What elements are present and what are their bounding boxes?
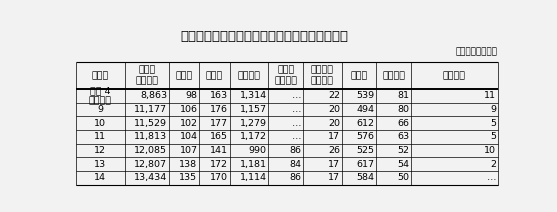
Text: 584: 584	[356, 173, 375, 182]
Text: 80: 80	[397, 105, 409, 114]
Text: 平成 4
会計年度: 平成 4 会計年度	[89, 86, 112, 106]
Text: 小学校: 小学校	[175, 71, 193, 80]
Text: 表２５　国立の高等専門学校等の授業料等収入: 表２５ 国立の高等専門学校等の授業料等収入	[180, 29, 348, 43]
Text: 170: 170	[210, 173, 228, 182]
Text: 10: 10	[94, 119, 106, 128]
Text: 107: 107	[179, 146, 198, 155]
Text: 176: 176	[210, 105, 228, 114]
Text: 9: 9	[490, 105, 496, 114]
Text: 50: 50	[397, 173, 409, 182]
Text: …: …	[292, 91, 301, 100]
Text: 5: 5	[490, 132, 496, 141]
Text: 中学校: 中学校	[206, 71, 223, 80]
Text: 11,813: 11,813	[134, 132, 167, 141]
Text: 幼稚園: 幼稚園	[350, 71, 368, 80]
Text: 81: 81	[397, 91, 409, 100]
Text: 576: 576	[356, 132, 375, 141]
Text: 1,314: 1,314	[240, 91, 267, 100]
Text: 102: 102	[179, 119, 198, 128]
Text: 中　等
教育学校: 中 等 教育学校	[274, 66, 297, 86]
Text: 12,807: 12,807	[134, 160, 167, 169]
Text: 525: 525	[356, 146, 375, 155]
Text: 14: 14	[94, 173, 106, 182]
Text: 11: 11	[484, 91, 496, 100]
Text: 17: 17	[328, 160, 340, 169]
Text: 617: 617	[356, 160, 375, 169]
Text: 141: 141	[210, 146, 228, 155]
Text: 1,114: 1,114	[240, 173, 267, 182]
Text: 54: 54	[397, 160, 409, 169]
Text: 22: 22	[328, 91, 340, 100]
Text: 20: 20	[328, 105, 340, 114]
Text: …: …	[292, 119, 301, 128]
Text: 84: 84	[289, 160, 301, 169]
Text: 26: 26	[328, 146, 340, 155]
Text: 17: 17	[328, 132, 340, 141]
Text: 10: 10	[484, 146, 496, 155]
Text: 各種学校: 各種学校	[443, 71, 466, 80]
Text: 専修学校: 専修学校	[382, 71, 405, 80]
Text: 11,177: 11,177	[134, 105, 167, 114]
Text: 86: 86	[289, 173, 301, 182]
Text: 98: 98	[185, 91, 198, 100]
Text: （単位　百万円）: （単位 百万円）	[456, 47, 498, 56]
Text: 盲・聾・
養護学校: 盲・聾・ 養護学校	[311, 66, 334, 86]
Text: 5: 5	[490, 119, 496, 128]
Text: 135: 135	[179, 173, 198, 182]
Text: 12: 12	[94, 146, 106, 155]
Text: 138: 138	[179, 160, 198, 169]
Text: 990: 990	[248, 146, 267, 155]
Text: 106: 106	[179, 105, 198, 114]
Text: 1,157: 1,157	[240, 105, 267, 114]
Text: 高　等
専門学校: 高 等 専門学校	[135, 66, 158, 86]
Text: 104: 104	[179, 132, 198, 141]
Text: …: …	[292, 105, 301, 114]
Text: 区　分: 区 分	[92, 71, 109, 80]
Text: 13: 13	[94, 160, 106, 169]
Text: 11: 11	[94, 132, 106, 141]
Text: 17: 17	[328, 173, 340, 182]
Text: 172: 172	[210, 160, 228, 169]
Text: …: …	[487, 173, 496, 182]
Text: 8,863: 8,863	[140, 91, 167, 100]
Text: 2: 2	[490, 160, 496, 169]
Text: 20: 20	[328, 119, 340, 128]
Text: 66: 66	[397, 119, 409, 128]
Text: 612: 612	[356, 119, 375, 128]
Text: 高等学校: 高等学校	[237, 71, 261, 80]
Text: …: …	[292, 132, 301, 141]
Text: 13,434: 13,434	[134, 173, 167, 182]
Text: 63: 63	[397, 132, 409, 141]
Text: 163: 163	[210, 91, 228, 100]
Text: 1,172: 1,172	[240, 132, 267, 141]
Text: 52: 52	[397, 146, 409, 155]
Text: 177: 177	[210, 119, 228, 128]
Text: 12,085: 12,085	[134, 146, 167, 155]
Text: 1,181: 1,181	[240, 160, 267, 169]
Text: 165: 165	[210, 132, 228, 141]
Text: 11,529: 11,529	[134, 119, 167, 128]
Text: 1,279: 1,279	[240, 119, 267, 128]
Text: 539: 539	[356, 91, 375, 100]
Text: 494: 494	[356, 105, 375, 114]
Text: 9: 9	[97, 105, 104, 114]
Text: 86: 86	[289, 146, 301, 155]
